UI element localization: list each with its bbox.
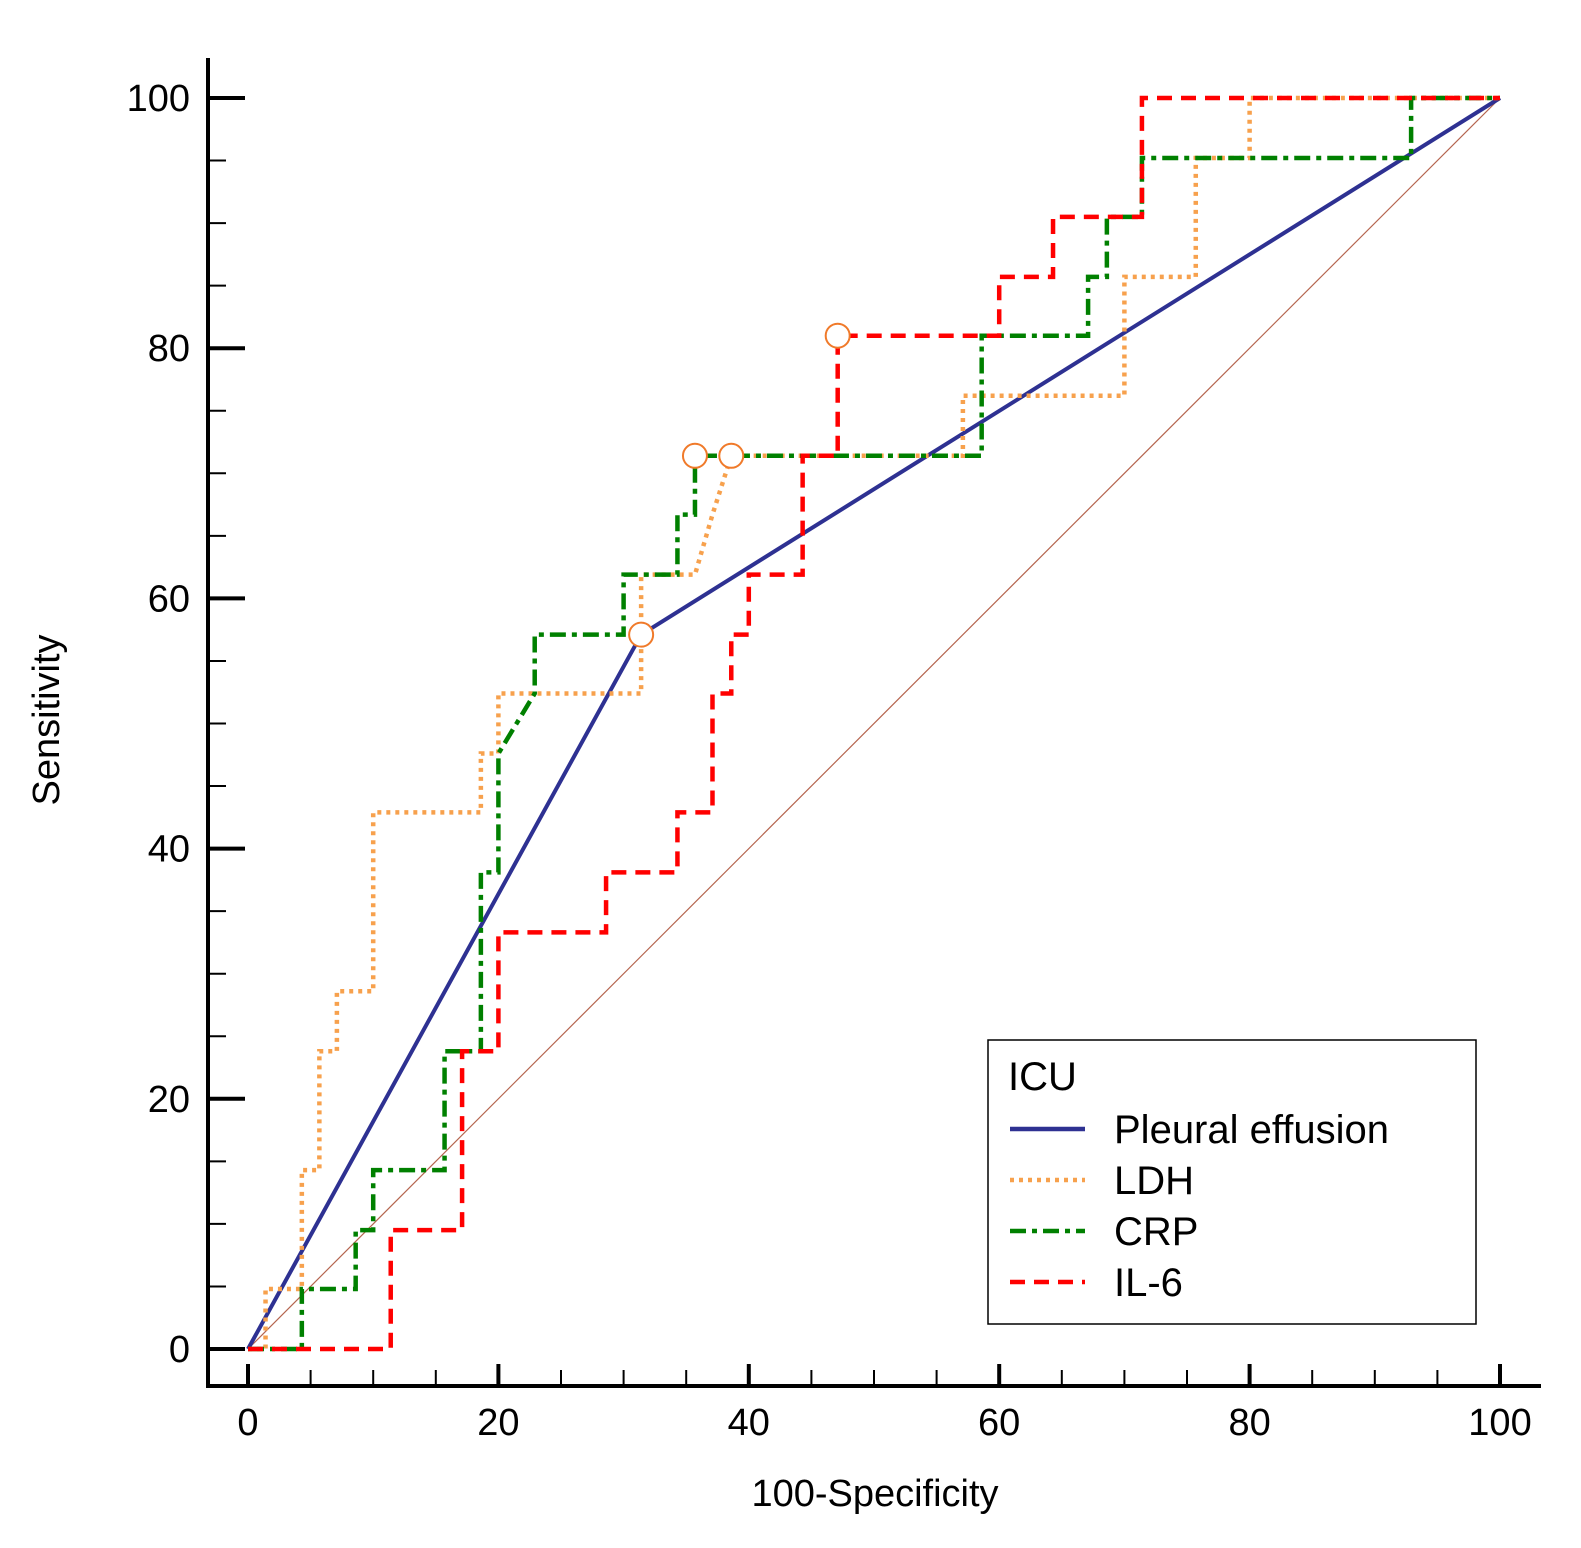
cutoff-marker-ldh — [718, 442, 745, 469]
legend-label-il-6: IL-6 — [1114, 1261, 1183, 1305]
marker-layer — [628, 322, 851, 648]
ticks-layer: 0 20 40 60 80 100 0 20 40 60 80 100 — [127, 78, 1532, 1444]
legend: ICU Pleural effusion LDH CRP IL-6 — [987, 1039, 1477, 1325]
legend-label-pleural-effusion: Pleural effusion — [1114, 1108, 1389, 1152]
legend-title: ICU — [1008, 1055, 1077, 1099]
y-tick-label: 40 — [148, 829, 190, 871]
y-tick-label: 80 — [148, 328, 190, 370]
cutoff-marker-pleural-effusion — [628, 621, 655, 648]
x-tick-label: 80 — [1228, 1402, 1270, 1444]
x-tick-label: 40 — [728, 1402, 770, 1444]
legend-entries: Pleural effusion LDH CRP IL-6 — [1010, 1108, 1389, 1305]
axes — [206, 58, 1541, 1388]
y-axis-title: Sensitivity — [26, 634, 68, 805]
y-tick-label: 100 — [127, 78, 190, 120]
x-axis-title: 100-Specificity — [751, 1473, 998, 1515]
x-tick-label: 0 — [237, 1402, 258, 1444]
cutoff-marker-crp — [681, 442, 708, 469]
series-line-ldh — [248, 95, 1500, 1352]
cutoff-marker-il-6 — [824, 322, 851, 349]
reference-diagonal — [247, 97, 1501, 1350]
legend-label-crp: CRP — [1114, 1210, 1198, 1254]
series-line-crp — [248, 95, 1500, 1352]
legend-label-ldh: LDH — [1114, 1159, 1194, 1203]
y-tick-label: 0 — [169, 1329, 190, 1371]
x-tick-label: 60 — [978, 1402, 1020, 1444]
legend-box — [987, 1039, 1477, 1325]
x-tick-label: 100 — [1468, 1402, 1531, 1444]
series-line-il-6 — [248, 95, 1500, 1352]
x-tick-label: 20 — [477, 1402, 519, 1444]
y-tick-label: 60 — [148, 578, 190, 620]
reference-layer — [247, 97, 1501, 1350]
y-tick-label: 20 — [148, 1079, 190, 1121]
